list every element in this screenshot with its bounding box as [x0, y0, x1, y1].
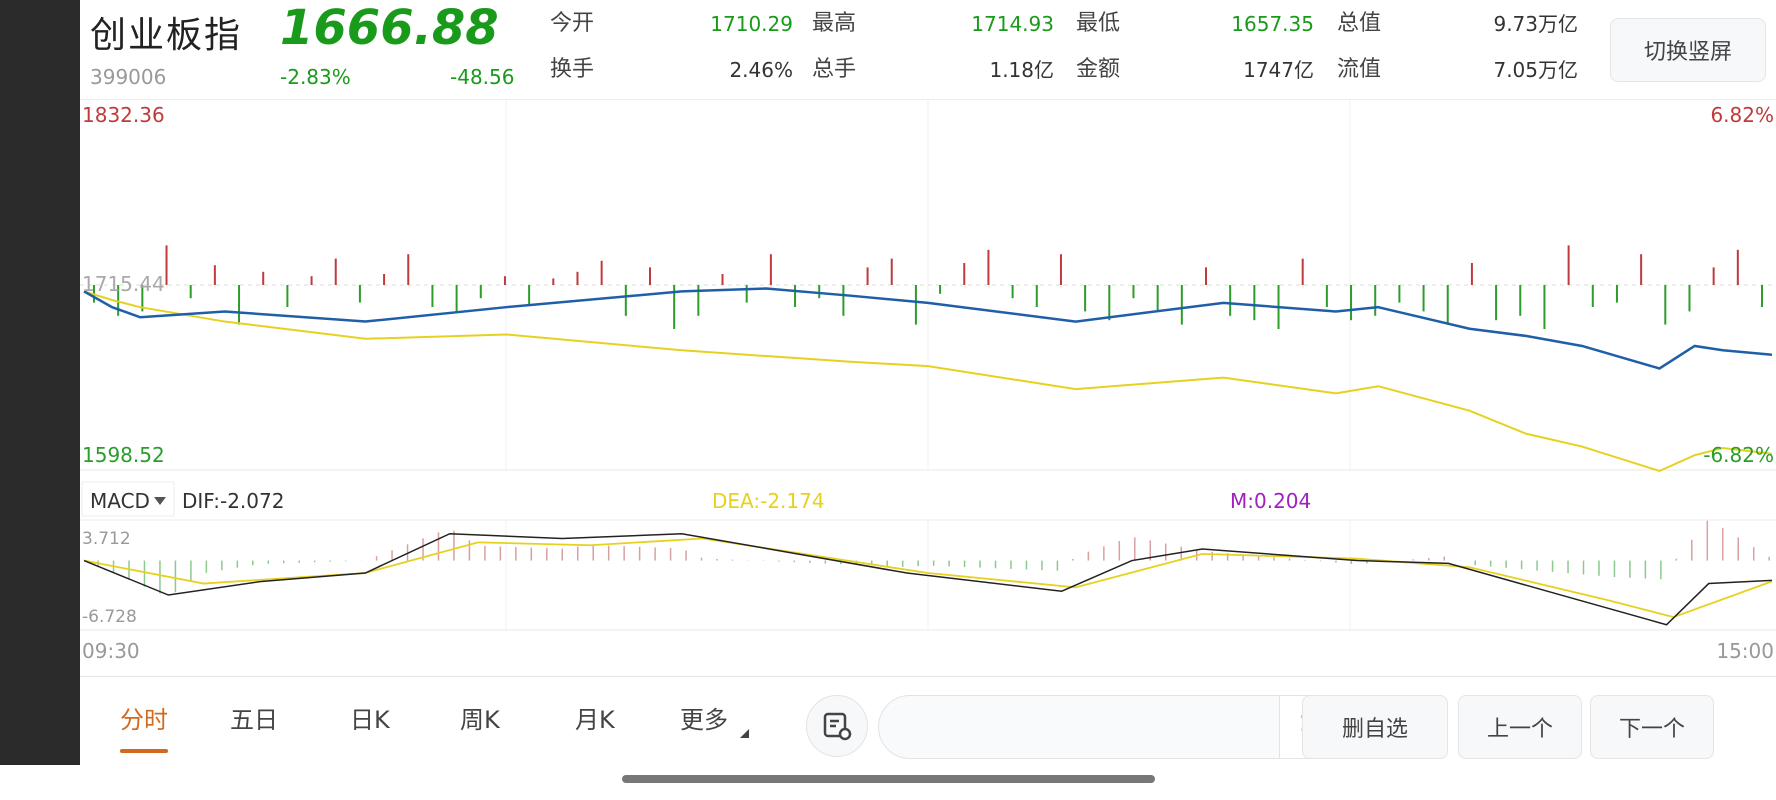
- stat-value: 1710.29: [710, 12, 793, 36]
- stat-label: 总值: [1337, 11, 1382, 36]
- intraday-chart[interactable]: 1832.36 1598.52 1715.44 6.82% -6.82% MACD DIF:…: [80, 100, 1776, 676]
- home-indicator[interactable]: [622, 775, 1155, 783]
- dropdown-arrow-icon: [154, 497, 166, 505]
- pct-axis-max: 6.82%: [1710, 103, 1774, 127]
- price-axis-min: 1598.52: [82, 443, 165, 467]
- notes-settings-button[interactable]: [806, 695, 868, 757]
- dea-value: DEA:-2.174: [712, 489, 825, 513]
- action-button[interactable]: 下一个: [1590, 695, 1714, 759]
- time-axis-start: 09:30: [82, 639, 140, 663]
- action-button[interactable]: 上一个: [1458, 695, 1582, 759]
- stat-label: 今开: [550, 11, 595, 36]
- stat-value: 9.73万亿: [1493, 12, 1578, 36]
- macd-axis-min: -6.728: [82, 607, 137, 627]
- comment-input[interactable]: 弹: [878, 695, 1350, 759]
- quote-header: 创业板指 1666.88 399006 -2.83% -48.56 今开 1710…: [80, 0, 1776, 100]
- change-amount: -48.56: [450, 65, 515, 89]
- stat-value: 2.46%: [729, 58, 793, 82]
- macd-axis-max: 3.712: [82, 529, 131, 549]
- stat-label: 流值: [1337, 57, 1382, 82]
- pct-axis-min: -6.82%: [1703, 443, 1774, 467]
- active-tab-underline: [120, 749, 168, 753]
- stat-label: 最低: [1076, 11, 1121, 36]
- price-line: [83, 287, 1773, 370]
- last-price: 1666.88: [280, 0, 499, 56]
- stat-value: 1.18亿: [989, 58, 1054, 82]
- dea-line: [83, 537, 1773, 619]
- tab-item[interactable]: 日K: [350, 706, 390, 734]
- stat-value: 7.05万亿: [1493, 58, 1578, 82]
- action-button[interactable]: 删自选: [1302, 695, 1448, 759]
- change-percent: -2.83%: [280, 65, 351, 89]
- dif-value: DIF:-2.072: [182, 489, 284, 513]
- stat-value: 1714.93: [971, 12, 1054, 36]
- notes-settings-icon: [823, 712, 852, 741]
- stat-value: 1747亿: [1243, 58, 1314, 82]
- switch-portrait-button[interactable]: 切换竖屏: [1610, 18, 1766, 82]
- more-dropdown-icon: [740, 729, 749, 738]
- stat-label: 金额: [1076, 57, 1121, 82]
- tab-item[interactable]: 月K: [575, 706, 615, 734]
- stat-label: 总手: [812, 57, 857, 82]
- time-axis-end: 15:00: [1716, 639, 1774, 663]
- stat-label: 最高: [812, 11, 857, 36]
- price-axis-base: 1715.44: [82, 272, 165, 296]
- index-code: 399006: [90, 65, 167, 89]
- stat-label: 换手: [550, 57, 595, 82]
- index-name: 创业板指: [90, 15, 243, 56]
- stat-value: 1657.35: [1231, 12, 1314, 36]
- indicator-select-label: MACD: [90, 489, 150, 513]
- tab-item[interactable]: 周K: [460, 706, 500, 734]
- tab-item[interactable]: 更多: [680, 706, 728, 734]
- price-axis-max: 1832.36: [82, 103, 165, 127]
- tab-item[interactable]: 分时: [120, 706, 168, 734]
- left-edge: [0, 0, 80, 765]
- avg-price-line: [83, 290, 1773, 473]
- m-value: M:0.204: [1230, 489, 1311, 513]
- tab-item[interactable]: 五日: [230, 706, 278, 734]
- dif-line: [83, 532, 1773, 626]
